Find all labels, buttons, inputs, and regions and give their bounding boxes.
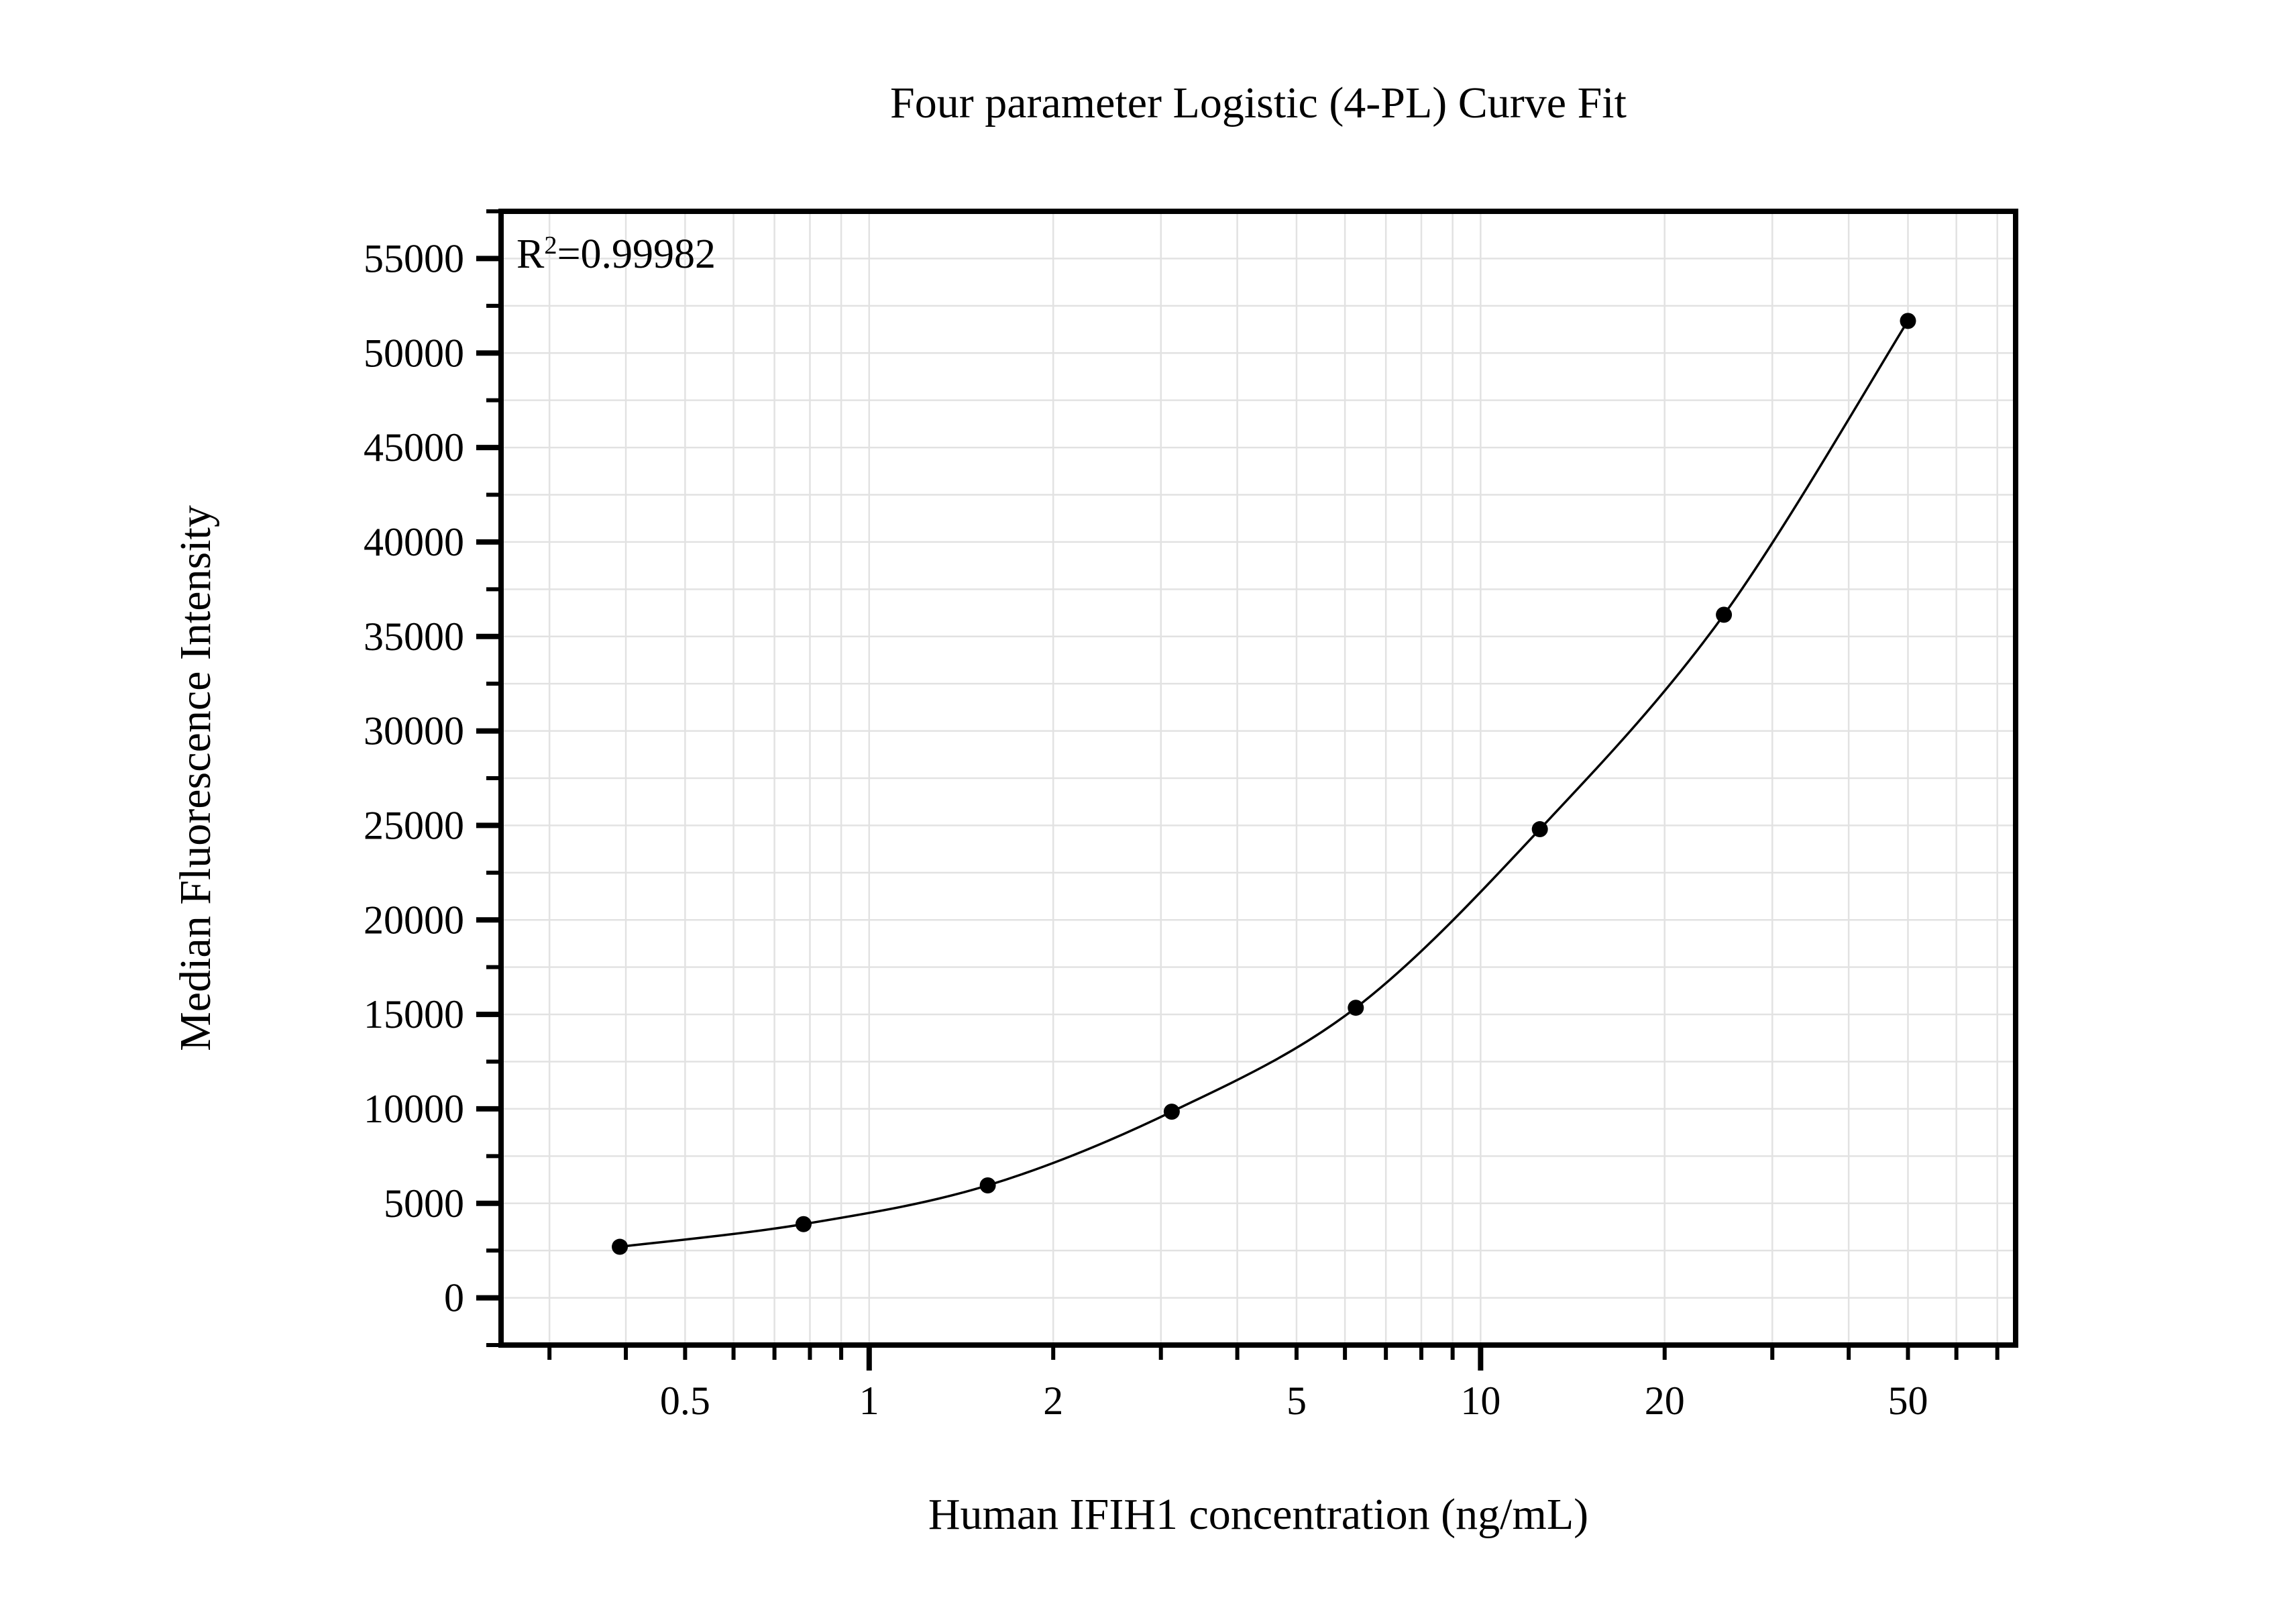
y-tick-label: 25000 bbox=[364, 803, 464, 847]
r-squared-superscript: 2 bbox=[544, 231, 557, 260]
y-tick-label: 55000 bbox=[364, 236, 464, 280]
data-point bbox=[1163, 1104, 1180, 1120]
gridlines bbox=[501, 211, 2016, 1345]
y-tick-label: 0 bbox=[444, 1276, 464, 1320]
r-squared-prefix: R bbox=[516, 231, 545, 278]
x-tick-label: 1 bbox=[859, 1379, 879, 1423]
data-point bbox=[1531, 821, 1548, 838]
data-point bbox=[612, 1238, 628, 1255]
y-axis-ticks bbox=[476, 209, 498, 1347]
data-point bbox=[1348, 1000, 1364, 1016]
chart-title: Four parameter Logistic (4-PL) Curve Fit bbox=[890, 78, 1627, 127]
data-point bbox=[795, 1216, 812, 1232]
y-tick-label: 10000 bbox=[364, 1087, 464, 1131]
x-tick-label: 10 bbox=[1460, 1379, 1500, 1423]
y-tick-label: 20000 bbox=[364, 898, 464, 942]
y-tick-label: 45000 bbox=[364, 425, 464, 470]
data-point bbox=[1900, 313, 1916, 329]
y-axis-title: Median Fluorescence Intensity bbox=[171, 505, 220, 1051]
y-tick-label: 5000 bbox=[384, 1181, 464, 1226]
data-points bbox=[612, 313, 1916, 1255]
x-axis-ticks bbox=[547, 1348, 2000, 1371]
y-tick-label: 15000 bbox=[364, 992, 464, 1036]
fit-curve bbox=[619, 320, 1909, 1248]
r-squared-annotation: R2=0.99982 bbox=[516, 231, 716, 278]
y-tick-label: 35000 bbox=[364, 614, 464, 659]
y-tick-label: 40000 bbox=[364, 520, 464, 564]
x-tick-label: 2 bbox=[1043, 1379, 1063, 1423]
x-tick-label: 5 bbox=[1287, 1379, 1307, 1423]
data-point bbox=[979, 1177, 996, 1193]
x-tick-labels: 0.5 1 2 5 10 20 50 bbox=[660, 1379, 1928, 1423]
x-tick-label: 20 bbox=[1645, 1379, 1685, 1423]
plot-frame bbox=[498, 209, 2018, 1348]
x-tick-label: 0.5 bbox=[660, 1379, 710, 1423]
x-tick-label: 50 bbox=[1888, 1379, 1928, 1423]
y-tick-labels: 0 5000 10000 15000 20000 25000 30000 35000 40000… bbox=[364, 236, 464, 1320]
y-tick-label: 50000 bbox=[364, 331, 464, 375]
x-axis-title: Human IFIH1 concentration (ng/mL) bbox=[928, 1490, 1589, 1539]
data-point bbox=[1716, 606, 1733, 623]
r-squared-value: =0.99982 bbox=[557, 231, 716, 278]
y-tick-label: 30000 bbox=[364, 709, 464, 753]
